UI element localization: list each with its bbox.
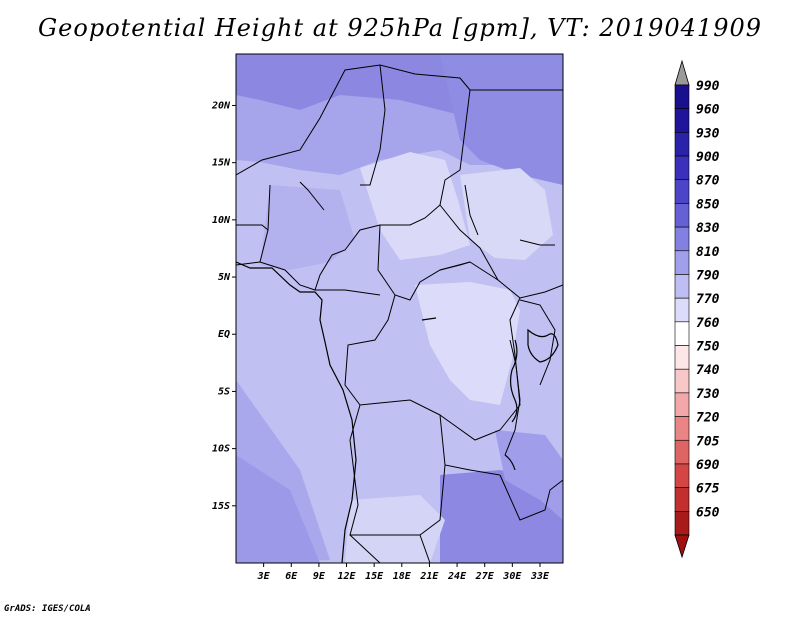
lon-tick-label: 30E [502,571,522,582]
field-southwest-830 [236,455,320,563]
coastline [236,261,559,563]
colorbar-label: 960 [696,103,720,118]
colorbar-swatch [674,108,690,133]
colorbar-label: 730 [696,387,720,402]
lon-tick-label: 24E [447,571,467,582]
colorbar-label: 705 [696,434,720,449]
colorbar-label: 675 [696,482,720,497]
lat-tick-label: 5S [218,386,230,397]
colorbar-label: 870 [696,174,720,189]
field-congo-770 [415,282,520,405]
lon-tick-label: 6E [285,571,298,582]
colorbar-label: 790 [696,268,720,283]
colorbar-label: 690 [696,458,720,473]
colorbar-label: 830 [696,221,720,236]
colorbar-label: 990 [696,79,720,94]
lat-tick-label: 20N [211,100,231,111]
lat-tick-label: 5N [218,272,231,283]
lon-tick-label: 18E [393,571,412,582]
lon-tick-label: 9E [313,571,326,582]
colorbar-label: 850 [696,197,720,212]
colorbar-swatch [674,439,690,465]
colorbar-swatch [674,345,690,370]
latitude-axis: 20N 15N 10N 5N EQ 5S 10S 15S [211,100,236,512]
lon-tick-label: 27E [475,571,495,582]
colorbar-swatch [674,84,690,109]
colorbar-label: 930 [696,126,720,141]
lon-tick-label: 21E [419,571,439,582]
colorbar-label: 740 [696,363,720,378]
colorbar-swatch [674,321,690,346]
credit-label: GrADS: IGES/COLA [4,604,91,614]
lon-tick-label: 15E [365,571,384,582]
colorbar-swatch [674,463,690,488]
lat-tick-label: 10S [212,444,230,455]
field-angola-770 [345,495,445,563]
colorbar-swatch [674,392,690,417]
colorbar-swatch [674,368,690,394]
colorbar-swatch [674,132,690,157]
colorbar-top-arrow [674,59,690,86]
colorbar-swatch [674,416,690,441]
country-borders [236,64,563,563]
lon-tick-label: 3E [257,571,271,582]
lon-tick-label: 12E [338,571,357,582]
map-title: Geopotential Height at 925hPa [gpm], VT:… [38,14,762,42]
colorbar: 990 960 930 900 870 850 830 810 790 770 760 750 740 7… [674,59,720,559]
lat-tick-label: 15N [212,158,231,169]
colorbar-label: 720 [696,411,720,426]
lon-tick-label: 33E [530,571,550,582]
colorbar-label: 760 [696,316,720,331]
colorbar-swatch [674,203,690,228]
lat-tick-label: EQ [218,329,230,340]
field-mozambique-830 [495,430,563,520]
colorbar-label: 900 [696,150,720,165]
field-chad-770 [360,152,470,260]
height-field [236,54,563,563]
colorbar-swatch [674,226,690,252]
longitude-axis: 3E 6E 9E 12E 15E 18E 21E 24E 27E 30E 33E [257,563,550,582]
field-sudan-770 [460,168,553,260]
colorbar-swatch [674,511,690,536]
colorbar-label: 650 [696,505,720,520]
colorbar-label: 810 [696,245,720,260]
field-northeast-850 [440,54,563,185]
colorbar-swatch [674,155,690,181]
colorbar-swatch [674,297,690,323]
plot-frame [235,53,564,564]
colorbar-swatch [674,487,690,512]
colorbar-swatch [674,274,690,299]
lat-tick-label: 15S [212,501,230,512]
colorbar-bottom-arrow [674,534,690,559]
colorbar-label: 750 [696,340,720,355]
colorbar-label: 770 [696,292,720,307]
field-nigeria-810 [260,185,355,270]
colorbar-swatch [674,179,690,204]
lat-tick-label: 10N [212,215,231,226]
colorbar-swatch [674,250,690,275]
